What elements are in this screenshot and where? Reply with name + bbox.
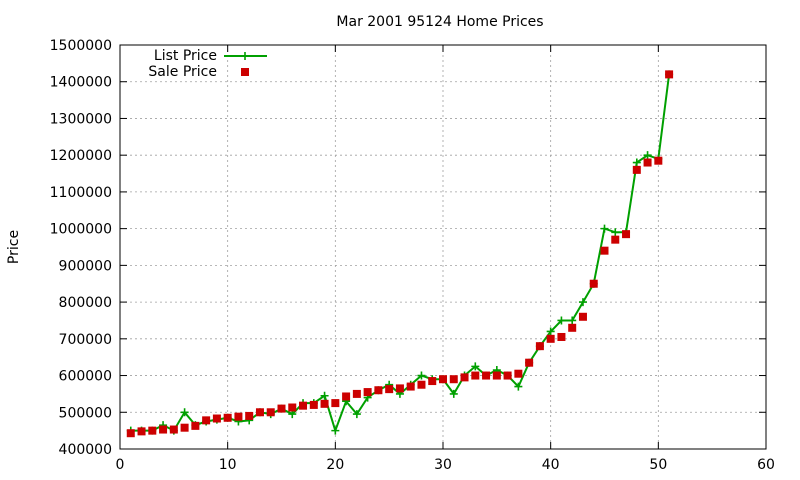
sale-price-point: [471, 371, 480, 380]
sale-price-point: [428, 377, 437, 386]
list-price-point: [557, 316, 566, 325]
chart-title: Mar 2001 95124 Home Prices: [336, 14, 543, 30]
y-tick-label: 800000: [59, 295, 112, 311]
sale-price-point: [137, 427, 146, 436]
x-tick-label: 20: [326, 457, 344, 473]
sale-price-point: [557, 332, 566, 341]
sale-price-point: [234, 412, 243, 421]
list-price-point: [471, 362, 480, 371]
list-price-line: [130, 74, 671, 434]
list-price-point: [611, 228, 620, 237]
sale-price-point: [180, 423, 189, 432]
sale-price-point: [503, 371, 512, 380]
sale-price-point: [223, 413, 232, 422]
sale-price-point: [320, 399, 329, 408]
sale-price-point: [449, 375, 458, 384]
legend-label-sale-price: Sale Price: [148, 64, 217, 80]
list-price-point: [417, 371, 426, 380]
sale-price-point: [202, 416, 211, 425]
y-tick-label: 1500000: [50, 38, 112, 54]
list-price-point: [449, 389, 458, 398]
x-tick-label: 40: [542, 457, 560, 473]
list-price-point: [331, 426, 340, 435]
sale-price-point: [492, 371, 501, 380]
sale-price-point: [191, 421, 200, 430]
sale-price-point: [331, 399, 340, 408]
sale-price-point: [632, 165, 641, 174]
sale-price-point: [643, 158, 652, 167]
sale-price-point: [611, 235, 620, 244]
sale-price-point: [514, 369, 523, 378]
sale-price-point: [654, 156, 663, 165]
sale-price-point: [482, 371, 491, 380]
sale-price-point: [342, 392, 351, 401]
sale-price-point: [255, 408, 264, 417]
y-tick-label: 1400000: [50, 75, 112, 91]
sale-price-point: [568, 323, 577, 332]
sale-price-point: [589, 279, 598, 288]
list-price-point: [643, 151, 652, 160]
sale-price-point: [546, 334, 555, 343]
sale-price-point: [374, 386, 383, 395]
y-tick-label: 900000: [59, 258, 112, 274]
list-price-point: [180, 408, 189, 417]
gridlines: [120, 45, 766, 449]
sale-price-point: [363, 388, 372, 397]
y-tick-label: 1000000: [50, 222, 112, 238]
y-tick-label: 400000: [59, 442, 112, 458]
sale-price-point: [395, 384, 404, 393]
x-tick-label: 0: [116, 457, 125, 473]
y-tick-label: 1100000: [50, 185, 112, 201]
x-tick-label: 50: [649, 457, 667, 473]
sale-price-point: [212, 414, 221, 423]
sale-price-point: [299, 401, 308, 410]
sale-price-point: [277, 404, 286, 413]
sale-price-point: [126, 429, 135, 438]
sale-price-point: [385, 385, 394, 394]
sale-price-point: [169, 425, 178, 434]
legend-marker-list-price: [241, 52, 249, 60]
list-price-point: [352, 410, 361, 419]
sale-price-point: [439, 375, 447, 384]
list-price-point: [600, 224, 609, 233]
sale-price-point: [245, 411, 254, 420]
sale-price-point: [288, 403, 297, 412]
x-tick-label: 60: [757, 457, 775, 473]
sale-price-point: [309, 400, 318, 409]
sale-price-point: [406, 382, 415, 391]
y-tick-label: 600000: [59, 369, 112, 385]
sale-price-point: [622, 230, 631, 239]
list-price-point: [632, 158, 641, 167]
sale-price-point: [578, 312, 587, 321]
sale-price-point: [417, 380, 426, 389]
sale-price-point: [665, 70, 674, 79]
legend-marker-sale-price: [241, 68, 249, 76]
list-price-point: [546, 327, 555, 336]
y-tick-label: 1200000: [50, 148, 112, 164]
list-price-point: [320, 391, 329, 400]
list-price-point: [514, 382, 523, 391]
list-price-point: [568, 316, 577, 325]
sale-price-point: [352, 389, 361, 398]
y-axis-label: Price: [6, 230, 22, 264]
series-layer: [126, 70, 674, 438]
y-tick-label: 500000: [59, 405, 112, 421]
sale-price-point: [159, 425, 168, 434]
y-tick-label: 700000: [59, 332, 112, 348]
x-tick-label: 30: [434, 457, 452, 473]
sale-price-point: [535, 342, 544, 351]
y-tick-label: 1300000: [50, 111, 112, 127]
axes: 400000 500000 600000 700000 800000 900000 1000…: [50, 38, 775, 473]
sale-price-point: [266, 408, 275, 417]
list-price-point: [578, 298, 587, 307]
sale-price-point: [600, 246, 609, 255]
sale-price-point: [148, 426, 157, 435]
sale-price-point: [525, 358, 534, 367]
legend-label-list-price: List Price: [154, 48, 217, 64]
sale-price-point: [460, 373, 469, 382]
x-tick-label: 10: [219, 457, 237, 473]
plot-frame: [119, 44, 767, 450]
